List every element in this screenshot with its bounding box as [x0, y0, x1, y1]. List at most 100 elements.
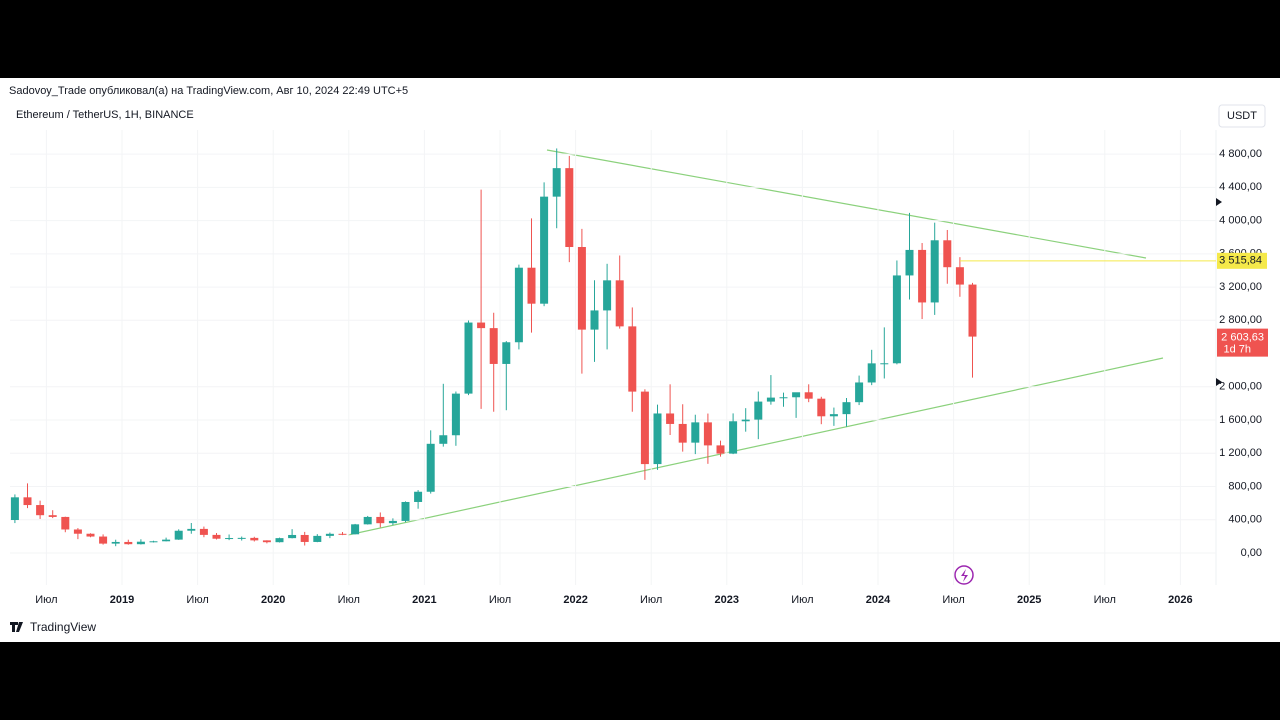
- currency[interactable]: USDT: [1227, 110, 1257, 122]
- x-tick-label: 2025: [1017, 594, 1041, 606]
- candle-body: [729, 421, 738, 454]
- y-tick-label: 3 200,00: [1219, 281, 1262, 293]
- candle-body: [817, 398, 826, 417]
- y-tick-label: 0,00: [1241, 547, 1262, 559]
- candle-body: [666, 413, 675, 424]
- candle-body: [111, 541, 120, 544]
- candle-body: [262, 540, 271, 543]
- candle-body: [199, 528, 208, 535]
- candle-body: [855, 382, 864, 403]
- y-tick-label: 400,00: [1228, 514, 1262, 526]
- candle-body: [628, 326, 637, 392]
- candle-body: [880, 363, 889, 365]
- candle-body: [10, 497, 19, 521]
- y-tick-label: 2 800,00: [1219, 314, 1262, 326]
- candle-body: [99, 536, 108, 544]
- last-price-tag: [1217, 328, 1268, 357]
- currency-box[interactable]: [1218, 104, 1266, 128]
- candle-body: [174, 530, 183, 540]
- x-tick-label: 2024: [866, 594, 891, 606]
- candle-body: [401, 501, 410, 521]
- x-tick-label: 2021: [412, 594, 436, 606]
- candle-body: [741, 419, 750, 422]
- candle-body: [615, 280, 624, 327]
- arrow-marker: [1216, 198, 1222, 206]
- event-icon-bolt: [961, 569, 968, 582]
- candle-body: [892, 275, 901, 364]
- candle-body: [300, 534, 309, 542]
- y-tick-label: 4 800,00: [1219, 148, 1262, 160]
- candle-body: [477, 322, 486, 329]
- candle-body: [351, 524, 360, 535]
- candle-body: [48, 515, 57, 517]
- y-tick-label: 800,00: [1228, 480, 1262, 492]
- plot: 0,00 400,00 800,00 1 200,00 1 600,00 2 000,00…: [10, 130, 1268, 606]
- candle-body: [590, 310, 599, 330]
- candle-body: [61, 516, 70, 530]
- candle-body: [489, 328, 498, 364]
- symbol-title: Ethereum / TetherUS, 1H, BINANCE: [16, 109, 194, 121]
- publisher: Sadovoy_Trade опубликовал(а) на TradingV…: [9, 85, 408, 97]
- candle-body: [439, 435, 448, 444]
- candle-body: [225, 538, 234, 540]
- candle-body: [414, 491, 423, 502]
- candle-body: [640, 391, 649, 465]
- y-tick-label: 4 400,00: [1219, 181, 1262, 193]
- x-tick-label: 2023: [715, 594, 739, 606]
- candle-body: [36, 505, 45, 516]
- candle-body: [754, 401, 763, 420]
- y-tick-label: 1 600,00: [1219, 414, 1262, 426]
- candle-body: [842, 402, 851, 415]
- candle-body: [86, 533, 95, 537]
- candle-body: [955, 267, 964, 285]
- candle-body: [514, 267, 523, 343]
- candle-body: [338, 533, 347, 535]
- candle-body: [136, 541, 145, 545]
- price-line-label: 3 515,84: [1219, 255, 1262, 267]
- candle-body: [603, 280, 612, 311]
- candle-body: [73, 529, 82, 534]
- x-tick-label: Июл: [186, 594, 208, 606]
- candle-body: [451, 393, 460, 436]
- candle-body: [716, 445, 725, 454]
- candle-body: [867, 363, 876, 383]
- candle-body: [187, 528, 196, 531]
- price-line-tag: [1217, 252, 1267, 269]
- x-tick-label: 2020: [261, 594, 285, 606]
- candle-body: [703, 422, 712, 446]
- candle-body: [464, 322, 473, 394]
- candle-body: [552, 168, 561, 197]
- candle-body: [363, 516, 372, 525]
- candle-body: [376, 516, 385, 524]
- candle-body: [678, 423, 687, 443]
- candle-body: [804, 392, 813, 399]
- countdown: 1d 7h: [1223, 344, 1251, 356]
- trend-line-upper: [546, 149, 1147, 259]
- x-tick-label: 2026: [1168, 594, 1192, 606]
- candle-body: [288, 534, 297, 539]
- candle-body: [968, 284, 977, 337]
- y-tick-label: 1 200,00: [1219, 447, 1262, 459]
- x-tick-label: Июл: [942, 594, 964, 606]
- candle-body: [653, 413, 662, 465]
- candle-body: [162, 539, 171, 542]
- candle-body: [250, 537, 259, 541]
- x-tick-label: Июл: [791, 594, 813, 606]
- candle-body: [829, 414, 838, 417]
- candle-body: [930, 240, 939, 303]
- event-icon[interactable]: [954, 565, 974, 585]
- y-tick-label: 2 000,00: [1219, 381, 1262, 393]
- candle-body: [792, 392, 801, 398]
- candle-body: [779, 397, 788, 399]
- x-tick-label: Июл: [640, 594, 662, 606]
- x-tick-label: Июл: [338, 594, 360, 606]
- candle-body: [212, 534, 221, 539]
- last-price-label: 2 603,63: [1221, 332, 1264, 344]
- candle-body: [577, 247, 586, 330]
- candle-body: [325, 533, 334, 536]
- candle-body: [527, 267, 536, 304]
- candle-body: [565, 168, 574, 248]
- arrow-marker: [1216, 378, 1222, 386]
- candle-body: [149, 541, 158, 543]
